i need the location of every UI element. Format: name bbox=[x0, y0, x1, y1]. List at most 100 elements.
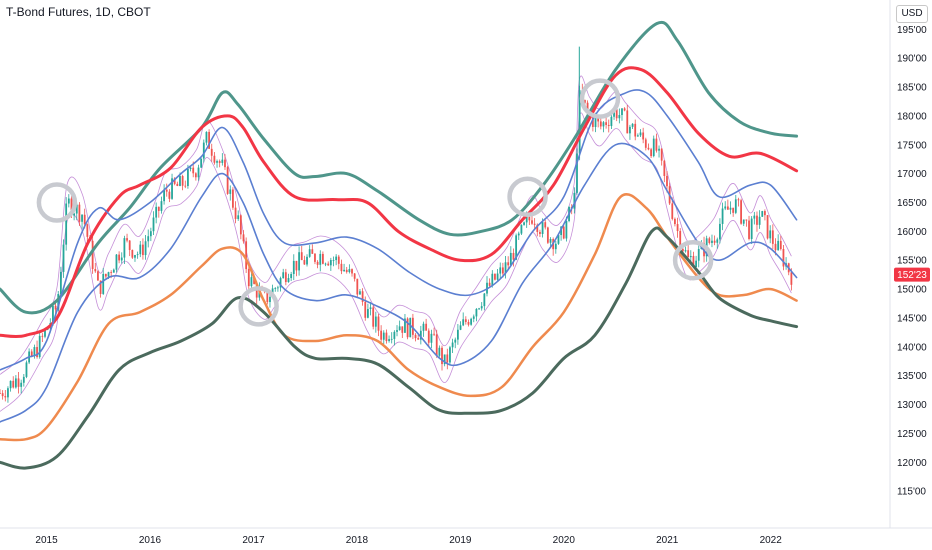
candle-body bbox=[274, 288, 277, 289]
candle-body bbox=[406, 318, 409, 338]
candle-body bbox=[562, 226, 565, 239]
candle-body bbox=[104, 273, 107, 277]
candle-body bbox=[102, 273, 105, 294]
candle-body bbox=[324, 263, 327, 265]
candle-body bbox=[314, 253, 316, 262]
price-tick-label: 120'00 bbox=[897, 458, 927, 469]
candle-body bbox=[25, 362, 28, 377]
candle-body bbox=[729, 207, 732, 210]
candle-body bbox=[750, 218, 753, 239]
candle-body bbox=[740, 200, 742, 224]
candle-body bbox=[398, 326, 401, 331]
candle-body bbox=[507, 262, 510, 266]
candle-body bbox=[284, 272, 287, 283]
candle-body bbox=[771, 230, 774, 244]
candle-body bbox=[650, 149, 653, 157]
candle-body bbox=[467, 321, 470, 325]
candle-body bbox=[671, 203, 674, 219]
candle-body bbox=[208, 131, 210, 149]
price-tick-label: 140'00 bbox=[897, 342, 927, 353]
candle-body bbox=[385, 332, 388, 342]
candle-body bbox=[311, 249, 314, 254]
candle-body bbox=[300, 252, 303, 261]
candle-body bbox=[454, 339, 457, 343]
candle-body bbox=[81, 214, 83, 222]
candle-body bbox=[181, 176, 184, 186]
candle-body bbox=[496, 273, 499, 280]
candle-body bbox=[115, 254, 118, 270]
candle-body bbox=[319, 253, 322, 265]
candle-body bbox=[366, 308, 369, 318]
currency-button[interactable]: USD bbox=[896, 5, 928, 23]
candle-body bbox=[732, 207, 735, 213]
candle-body bbox=[306, 256, 308, 265]
candle-body bbox=[478, 308, 480, 310]
price-tick-label: 170'00 bbox=[897, 169, 927, 180]
time-tick-label: 2021 bbox=[656, 535, 679, 546]
candle-body bbox=[226, 167, 229, 194]
candle-body bbox=[554, 243, 557, 250]
candle-body bbox=[245, 241, 248, 270]
candle-body bbox=[52, 305, 54, 323]
candle-body bbox=[679, 231, 682, 249]
candle-body bbox=[329, 260, 332, 266]
candle-body bbox=[332, 260, 335, 261]
candle-body bbox=[721, 208, 724, 224]
candle-body bbox=[533, 223, 536, 225]
candle-body bbox=[337, 256, 340, 264]
candle-body bbox=[546, 227, 549, 243]
candle-body bbox=[210, 148, 213, 156]
candle-body bbox=[425, 323, 428, 331]
time-axis[interactable]: 2015 2016 2017 2018 2019 2020 2021 2022 bbox=[35, 535, 782, 546]
price-candles bbox=[0, 46, 793, 412]
price-axis[interactable]: 115'00 120'00 125'00 130'00 135'00 140'00 145'… bbox=[897, 25, 927, 498]
candle-body bbox=[779, 240, 782, 250]
price-tick-label: 195'00 bbox=[897, 25, 927, 36]
candle-body bbox=[576, 153, 578, 193]
candle-body bbox=[684, 250, 687, 252]
candle-body bbox=[621, 108, 623, 116]
candle-body bbox=[748, 220, 750, 239]
candle-body bbox=[761, 211, 764, 217]
candle-body bbox=[766, 215, 769, 239]
candle-body bbox=[295, 260, 298, 271]
candle-body bbox=[764, 211, 766, 216]
candle-body bbox=[147, 236, 150, 242]
candle-body bbox=[531, 220, 533, 224]
price-tick-label: 135'00 bbox=[897, 371, 927, 382]
candle-body bbox=[351, 269, 353, 274]
candle-body bbox=[136, 254, 139, 256]
candle-body bbox=[427, 330, 430, 343]
candle-body bbox=[250, 277, 253, 287]
candle-body bbox=[494, 273, 496, 280]
candle-body bbox=[221, 159, 224, 163]
candle-body bbox=[396, 330, 398, 332]
candle-body bbox=[242, 234, 245, 242]
candle-body bbox=[599, 121, 602, 127]
candle-body bbox=[523, 222, 525, 225]
candle-body bbox=[343, 269, 345, 272]
candle-body bbox=[134, 255, 136, 258]
candle-body bbox=[369, 307, 372, 309]
candle-body bbox=[163, 189, 165, 202]
candle-body bbox=[499, 267, 502, 274]
candle-body bbox=[356, 278, 359, 295]
candle-body bbox=[724, 206, 727, 209]
candle-body bbox=[194, 173, 197, 178]
candle-body bbox=[541, 222, 544, 234]
candle-body bbox=[666, 175, 668, 187]
candle-body bbox=[525, 217, 528, 223]
candle-body bbox=[618, 115, 621, 119]
price-tick-label: 130'00 bbox=[897, 400, 927, 411]
candle-body bbox=[615, 109, 618, 119]
candle-body bbox=[674, 218, 676, 225]
price-tick-label: 125'00 bbox=[897, 429, 927, 440]
candle-body bbox=[165, 189, 168, 192]
candle-body bbox=[549, 239, 552, 243]
candle-body bbox=[491, 273, 494, 286]
candle-body bbox=[414, 334, 417, 339]
candle-body bbox=[480, 306, 483, 309]
candle-body bbox=[308, 249, 311, 257]
candle-body bbox=[237, 215, 240, 219]
